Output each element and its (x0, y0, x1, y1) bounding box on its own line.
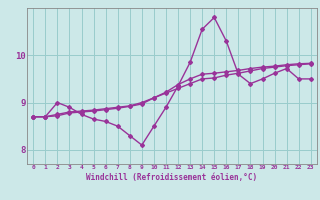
X-axis label: Windchill (Refroidissement éolien,°C): Windchill (Refroidissement éolien,°C) (86, 173, 258, 182)
